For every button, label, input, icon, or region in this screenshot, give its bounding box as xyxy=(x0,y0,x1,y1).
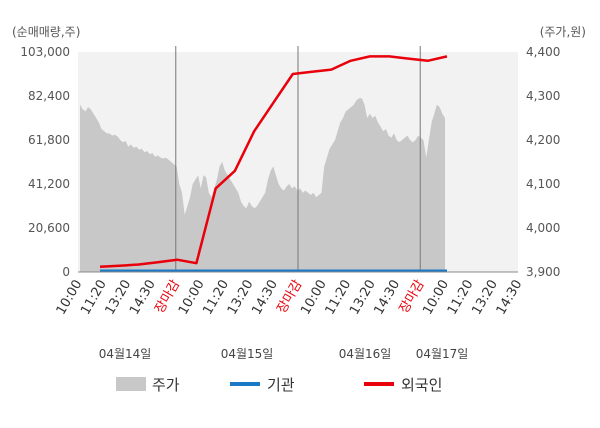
right-tick-label: 4,200 xyxy=(526,133,560,147)
legend-swatch-institution xyxy=(230,382,260,386)
left-tick-label: 0 xyxy=(62,265,70,279)
legend-swatch-price xyxy=(116,377,146,391)
foreign-line xyxy=(99,55,448,268)
x-tick-label: 14:30 xyxy=(494,278,526,318)
legend-label-institution: 기관 xyxy=(267,376,295,394)
right-axis-label: (주가,원) xyxy=(540,25,586,39)
right-tick-label: 4,000 xyxy=(526,221,560,235)
right-tick-label: 4,300 xyxy=(526,89,560,103)
right-axis-ticks: 4,400 4,300 4,200 4,100 4,000 3,900 xyxy=(526,45,560,279)
price-area xyxy=(80,98,445,272)
left-axis-label: (순매매량,주) xyxy=(12,25,80,39)
day-separator-lines xyxy=(175,46,421,272)
right-tick-label: 4,100 xyxy=(526,177,560,191)
date-label: 04월17일 xyxy=(416,347,469,361)
date-label: 04월16일 xyxy=(339,347,392,361)
left-tick-label: 20,600 xyxy=(28,221,70,235)
left-tick-label: 41,200 xyxy=(28,177,70,191)
x-tick-label: 14:30 xyxy=(249,278,281,318)
left-tick-label: 61,800 xyxy=(28,133,70,147)
right-tick-label: 3,900 xyxy=(526,265,560,279)
left-tick-label: 82,400 xyxy=(28,89,70,103)
legend-label-price: 주가 xyxy=(152,376,180,394)
x-tick-label: 14:30 xyxy=(372,278,404,318)
date-label: 04월15일 xyxy=(221,347,274,361)
date-labels: 04월14일 04월15일 04월16일 04월17일 xyxy=(99,347,469,361)
right-tick-label: 4,400 xyxy=(526,45,560,59)
date-label: 04월14일 xyxy=(99,347,152,361)
legend-label-foreign: 외국인 xyxy=(401,376,442,394)
legend: 주가 기관 외국인 xyxy=(116,376,442,394)
x-tick-label: 14:30 xyxy=(127,278,159,318)
x-axis-ticks: 10:0011:2013:2014:30장마감10:0011:2013:2014… xyxy=(54,277,526,317)
legend-swatch-foreign xyxy=(364,382,394,386)
left-tick-label: 103,000 xyxy=(20,45,70,59)
left-axis-ticks: 103,000 82,400 61,800 41,200 20,600 0 xyxy=(20,45,70,279)
